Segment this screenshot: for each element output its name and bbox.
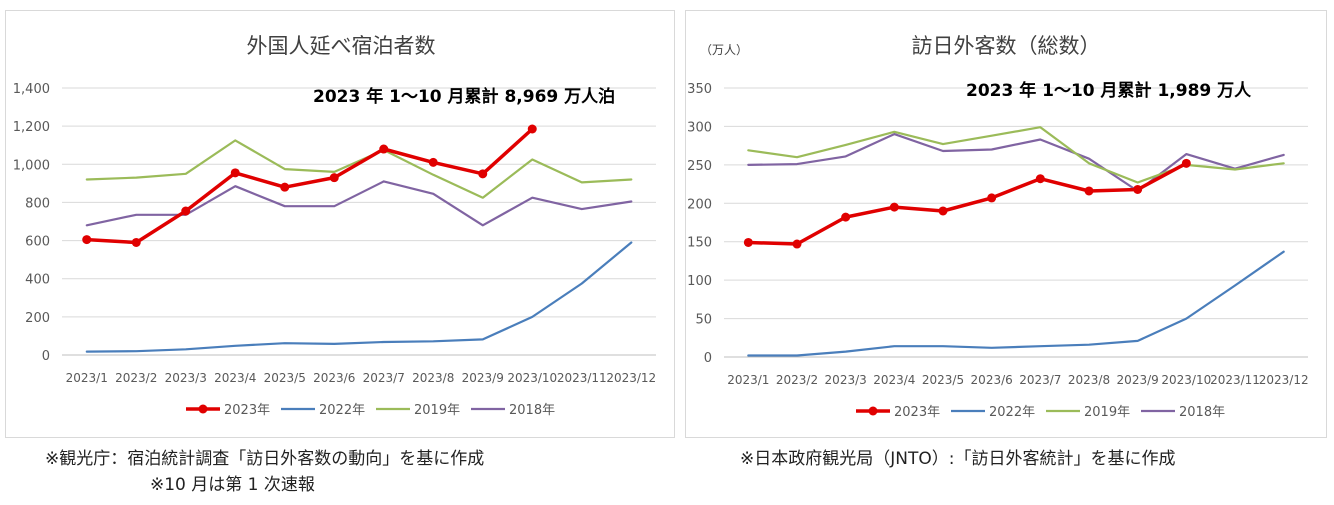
chart-title: 訪日外客数（総数） (912, 34, 1101, 58)
legend-label: 2022年 (989, 405, 1035, 420)
cumulative-annotation: 2023 年 1～10 月累計 8,969 万人泊 (313, 86, 615, 107)
footnote-source-right: ※日本政府観光局（JNTO）:「訪日外客統計」を基に作成 (740, 449, 1176, 469)
legend-label: 2018年 (509, 403, 555, 418)
y-tick-label: 1,200 (13, 120, 50, 135)
y-tick-label: 1,000 (13, 158, 50, 173)
series-line-2018年 (747, 132, 1285, 193)
x-tick-label: 2023/5 (264, 371, 306, 385)
chart-panel-visitor-arrivals: 訪日外客数（総数） （万人） 0 50 100 150 200 250 300 350 2023/1… (685, 10, 1327, 438)
x-tick-label: 2023/3 (165, 371, 207, 385)
data-point-2023年 (889, 202, 899, 212)
cumulative-annotation: 2023 年 1～10 月累計 1,989 万人 (966, 80, 1252, 101)
x-tick-label: 2023/3 (825, 373, 867, 387)
x-tick-label: 2023/7 (1019, 373, 1061, 387)
x-tick-label: 2023/10 (1161, 373, 1211, 387)
x-tick-label: 2023/8 (1068, 373, 1110, 387)
y-tick-label: 150 (687, 236, 712, 251)
x-tick-label: 2023/6 (971, 373, 1013, 387)
data-point-2023年 (792, 239, 802, 249)
x-tick-label: 2023/9 (1117, 373, 1159, 387)
data-point-2023年 (379, 144, 389, 154)
y-tick-label: 350 (687, 82, 712, 97)
y-tick-label: 0 (704, 351, 712, 366)
x-tick-label: 2023/11 (1210, 373, 1260, 387)
y-tick-label: 600 (25, 235, 50, 250)
series-line-2019年 (85, 139, 633, 199)
y-tick-label: 250 (687, 159, 712, 174)
y-tick-label: 200 (25, 311, 50, 326)
chart-title: 外国人延べ宿泊者数 (247, 34, 436, 58)
x-tick-label: 2023/5 (922, 373, 964, 387)
y-tick-label: 800 (25, 196, 50, 211)
data-point-2023年 (1181, 158, 1191, 168)
x-tick-label: 2023/12 (1259, 373, 1309, 387)
data-point-2023年 (1133, 184, 1143, 194)
chart-overnight-stays: 外国人延べ宿泊者数 0 200 400 600 800 1,000 1,200 1,400 202… (13, 34, 656, 418)
data-point-2023年 (938, 206, 948, 216)
data-point-2023年 (131, 237, 141, 247)
series-line-2023年 (746, 161, 1189, 246)
data-point-2023年 (478, 169, 488, 179)
x-tick-label: 2023/4 (873, 373, 915, 387)
y-unit-label: （万人） (700, 43, 748, 57)
data-point-2023年 (428, 157, 438, 167)
y-tick-label: 200 (687, 197, 712, 212)
x-tick-label: 2023/1 (66, 371, 108, 385)
x-tick-label: 2023/7 (363, 371, 405, 385)
data-point-2023年 (987, 193, 997, 203)
y-tick-label: 300 (687, 120, 712, 135)
data-point-2023年 (230, 168, 240, 178)
x-tick-label: 2023/2 (776, 373, 818, 387)
legend-label: 2018年 (1179, 405, 1225, 420)
data-point-2023年 (1084, 186, 1094, 196)
y-tick-label: 400 (25, 273, 50, 288)
series-line-2023年 (85, 127, 535, 245)
legend-marker (868, 406, 878, 416)
y-tick-label: 100 (687, 274, 712, 289)
data-point-2023年 (743, 237, 753, 247)
x-tick-label: 2023/10 (507, 371, 557, 385)
footnote-preliminary-note: ※10 月は第 1 次速報 (150, 475, 315, 495)
x-tick-label: 2023/11 (557, 371, 607, 385)
footnote-source-left: ※観光庁：宿泊統計調査「訪日外客数の動向」を基に作成 (45, 449, 485, 469)
y-tick-label: 50 (695, 313, 712, 328)
legend-label: 2023年 (894, 405, 940, 420)
legend-label: 2022年 (319, 403, 365, 418)
data-point-2023年 (1035, 174, 1045, 184)
legend-label: 2023年 (224, 403, 270, 418)
x-tick-label: 2023/12 (606, 371, 656, 385)
x-tick-label: 2023/1 (727, 373, 769, 387)
data-point-2023年 (329, 173, 339, 183)
legend-label: 2019年 (414, 403, 460, 418)
data-point-2023年 (841, 212, 851, 222)
x-tick-label: 2023/6 (313, 371, 355, 385)
data-point-2023年 (181, 206, 191, 216)
x-tick-label: 2023/8 (412, 371, 454, 385)
series-line-2022年 (747, 250, 1285, 357)
x-tick-label: 2023/2 (115, 371, 157, 385)
series-line-2022年 (85, 241, 633, 353)
data-point-2023年 (527, 124, 537, 134)
y-tick-label: 1,400 (13, 82, 50, 97)
chart-panel-overnight-stays: 外国人延べ宿泊者数 0 200 400 600 800 1,000 1,200 1,400 202… (5, 10, 675, 438)
legend-label: 2019年 (1084, 405, 1130, 420)
data-point-2023年 (82, 235, 92, 245)
y-tick-label: 0 (42, 349, 50, 364)
x-tick-label: 2023/4 (214, 371, 256, 385)
series-line-2019年 (747, 126, 1285, 184)
data-point-2023年 (280, 182, 290, 192)
chart-visitor-arrivals: 訪日外客数（総数） （万人） 0 50 100 150 200 250 300 350 2023/1… (687, 34, 1309, 420)
x-tick-label: 2023/9 (462, 371, 504, 385)
legend-marker (198, 404, 208, 414)
series-line-2018年 (85, 180, 633, 227)
